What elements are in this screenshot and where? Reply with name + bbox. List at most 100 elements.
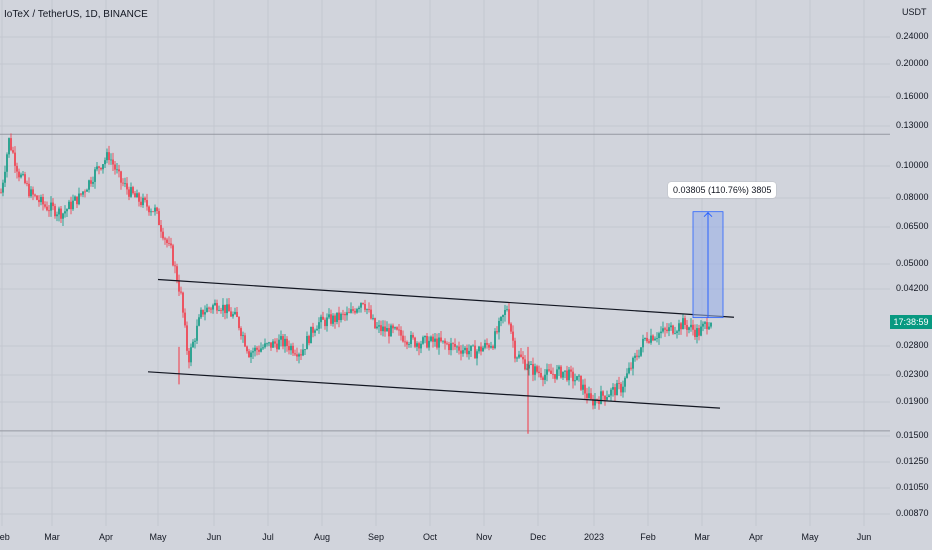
candle[interactable] bbox=[6, 152, 8, 178]
candle[interactable] bbox=[706, 316, 708, 335]
candle[interactable] bbox=[304, 349, 306, 355]
candle[interactable] bbox=[522, 351, 524, 364]
candle[interactable] bbox=[234, 307, 236, 316]
candle[interactable] bbox=[200, 307, 202, 320]
candle[interactable] bbox=[592, 394, 594, 410]
candle[interactable] bbox=[22, 171, 24, 177]
candle[interactable] bbox=[388, 323, 390, 344]
candle[interactable] bbox=[64, 205, 66, 218]
candle[interactable] bbox=[238, 316, 240, 331]
candle[interactable] bbox=[416, 341, 418, 352]
candle[interactable] bbox=[2, 179, 4, 197]
candle[interactable] bbox=[350, 302, 352, 314]
candle[interactable] bbox=[384, 320, 386, 337]
candle[interactable] bbox=[122, 178, 124, 187]
candle[interactable] bbox=[486, 338, 488, 349]
candle[interactable] bbox=[482, 345, 484, 352]
candle[interactable] bbox=[394, 326, 396, 330]
candle[interactable] bbox=[252, 347, 254, 359]
candle[interactable] bbox=[616, 379, 618, 396]
candle[interactable] bbox=[614, 383, 616, 402]
candle[interactable] bbox=[74, 195, 76, 201]
candle[interactable] bbox=[42, 193, 44, 211]
candle[interactable] bbox=[56, 211, 58, 222]
candle[interactable] bbox=[302, 343, 304, 357]
candle[interactable] bbox=[570, 365, 572, 378]
currency-label[interactable]: USDT bbox=[902, 7, 927, 17]
candle[interactable] bbox=[508, 303, 510, 326]
candle[interactable] bbox=[104, 157, 106, 169]
candle[interactable] bbox=[556, 364, 558, 381]
candle[interactable] bbox=[694, 324, 696, 340]
candle[interactable] bbox=[216, 299, 218, 314]
candle[interactable] bbox=[442, 340, 444, 344]
candle[interactable] bbox=[698, 324, 700, 341]
candle[interactable] bbox=[158, 208, 160, 226]
candle[interactable] bbox=[204, 305, 206, 321]
candle[interactable] bbox=[458, 341, 460, 355]
candle[interactable] bbox=[324, 317, 326, 330]
candle[interactable] bbox=[240, 326, 242, 340]
candle[interactable] bbox=[514, 337, 516, 363]
price-axis[interactable]: USDT 17:38:59 0.24000 0.20000 0.16000 0.130… bbox=[890, 0, 932, 526]
candle[interactable] bbox=[672, 324, 674, 335]
candle[interactable] bbox=[128, 186, 130, 201]
candle[interactable] bbox=[266, 342, 268, 347]
candle[interactable] bbox=[630, 362, 632, 371]
candle[interactable] bbox=[120, 170, 122, 190]
candle[interactable] bbox=[330, 309, 332, 326]
candle[interactable] bbox=[174, 261, 176, 274]
candle[interactable] bbox=[474, 340, 476, 359]
candle[interactable] bbox=[684, 315, 686, 330]
candle[interactable] bbox=[112, 152, 114, 171]
candle[interactable] bbox=[110, 153, 112, 165]
candle[interactable] bbox=[32, 186, 34, 201]
candle[interactable] bbox=[270, 342, 272, 351]
candle[interactable] bbox=[344, 311, 346, 322]
candle[interactable] bbox=[150, 208, 152, 216]
candle[interactable] bbox=[598, 396, 600, 410]
candle[interactable] bbox=[700, 320, 702, 337]
candle[interactable] bbox=[542, 375, 544, 387]
candle[interactable] bbox=[456, 345, 458, 353]
candle[interactable] bbox=[566, 365, 568, 382]
candle[interactable] bbox=[312, 322, 314, 338]
candle[interactable] bbox=[558, 364, 560, 377]
candle[interactable] bbox=[0, 188, 2, 194]
candle[interactable] bbox=[624, 376, 626, 393]
candle[interactable] bbox=[518, 350, 520, 359]
candle[interactable] bbox=[680, 321, 682, 335]
candle[interactable] bbox=[82, 191, 84, 198]
candle[interactable] bbox=[696, 324, 698, 344]
candle[interactable] bbox=[10, 133, 12, 152]
candle[interactable] bbox=[194, 338, 196, 349]
candle[interactable] bbox=[370, 305, 372, 320]
candle[interactable] bbox=[186, 321, 188, 355]
candle[interactable] bbox=[554, 374, 556, 383]
candle[interactable] bbox=[198, 314, 200, 327]
candle[interactable] bbox=[212, 303, 214, 314]
candle[interactable] bbox=[446, 341, 448, 346]
candle[interactable] bbox=[172, 243, 174, 267]
candle[interactable] bbox=[36, 195, 38, 201]
time-axis[interactable]: Feb Mar Apr May Jun Jul Aug Sep Oct Nov Dec 2023 Feb… bbox=[0, 526, 890, 550]
candle[interactable] bbox=[572, 367, 574, 389]
candle[interactable] bbox=[228, 297, 230, 312]
candle[interactable] bbox=[372, 314, 374, 321]
candle[interactable] bbox=[634, 352, 636, 362]
candle[interactable] bbox=[126, 177, 128, 195]
candle[interactable] bbox=[574, 373, 576, 386]
candle[interactable] bbox=[524, 355, 526, 371]
candle[interactable] bbox=[476, 349, 478, 366]
candle[interactable] bbox=[86, 188, 88, 192]
symbol-title[interactable]: IoTeX / TetherUS, 1D, BINANCE bbox=[4, 9, 148, 20]
candle[interactable] bbox=[670, 322, 672, 331]
candle[interactable] bbox=[70, 196, 72, 215]
candle[interactable] bbox=[268, 341, 270, 347]
candle[interactable] bbox=[398, 323, 400, 336]
candle[interactable] bbox=[46, 201, 48, 212]
candle[interactable] bbox=[462, 344, 464, 357]
candle[interactable] bbox=[652, 334, 654, 342]
candle[interactable] bbox=[114, 161, 116, 175]
candle[interactable] bbox=[254, 345, 256, 357]
